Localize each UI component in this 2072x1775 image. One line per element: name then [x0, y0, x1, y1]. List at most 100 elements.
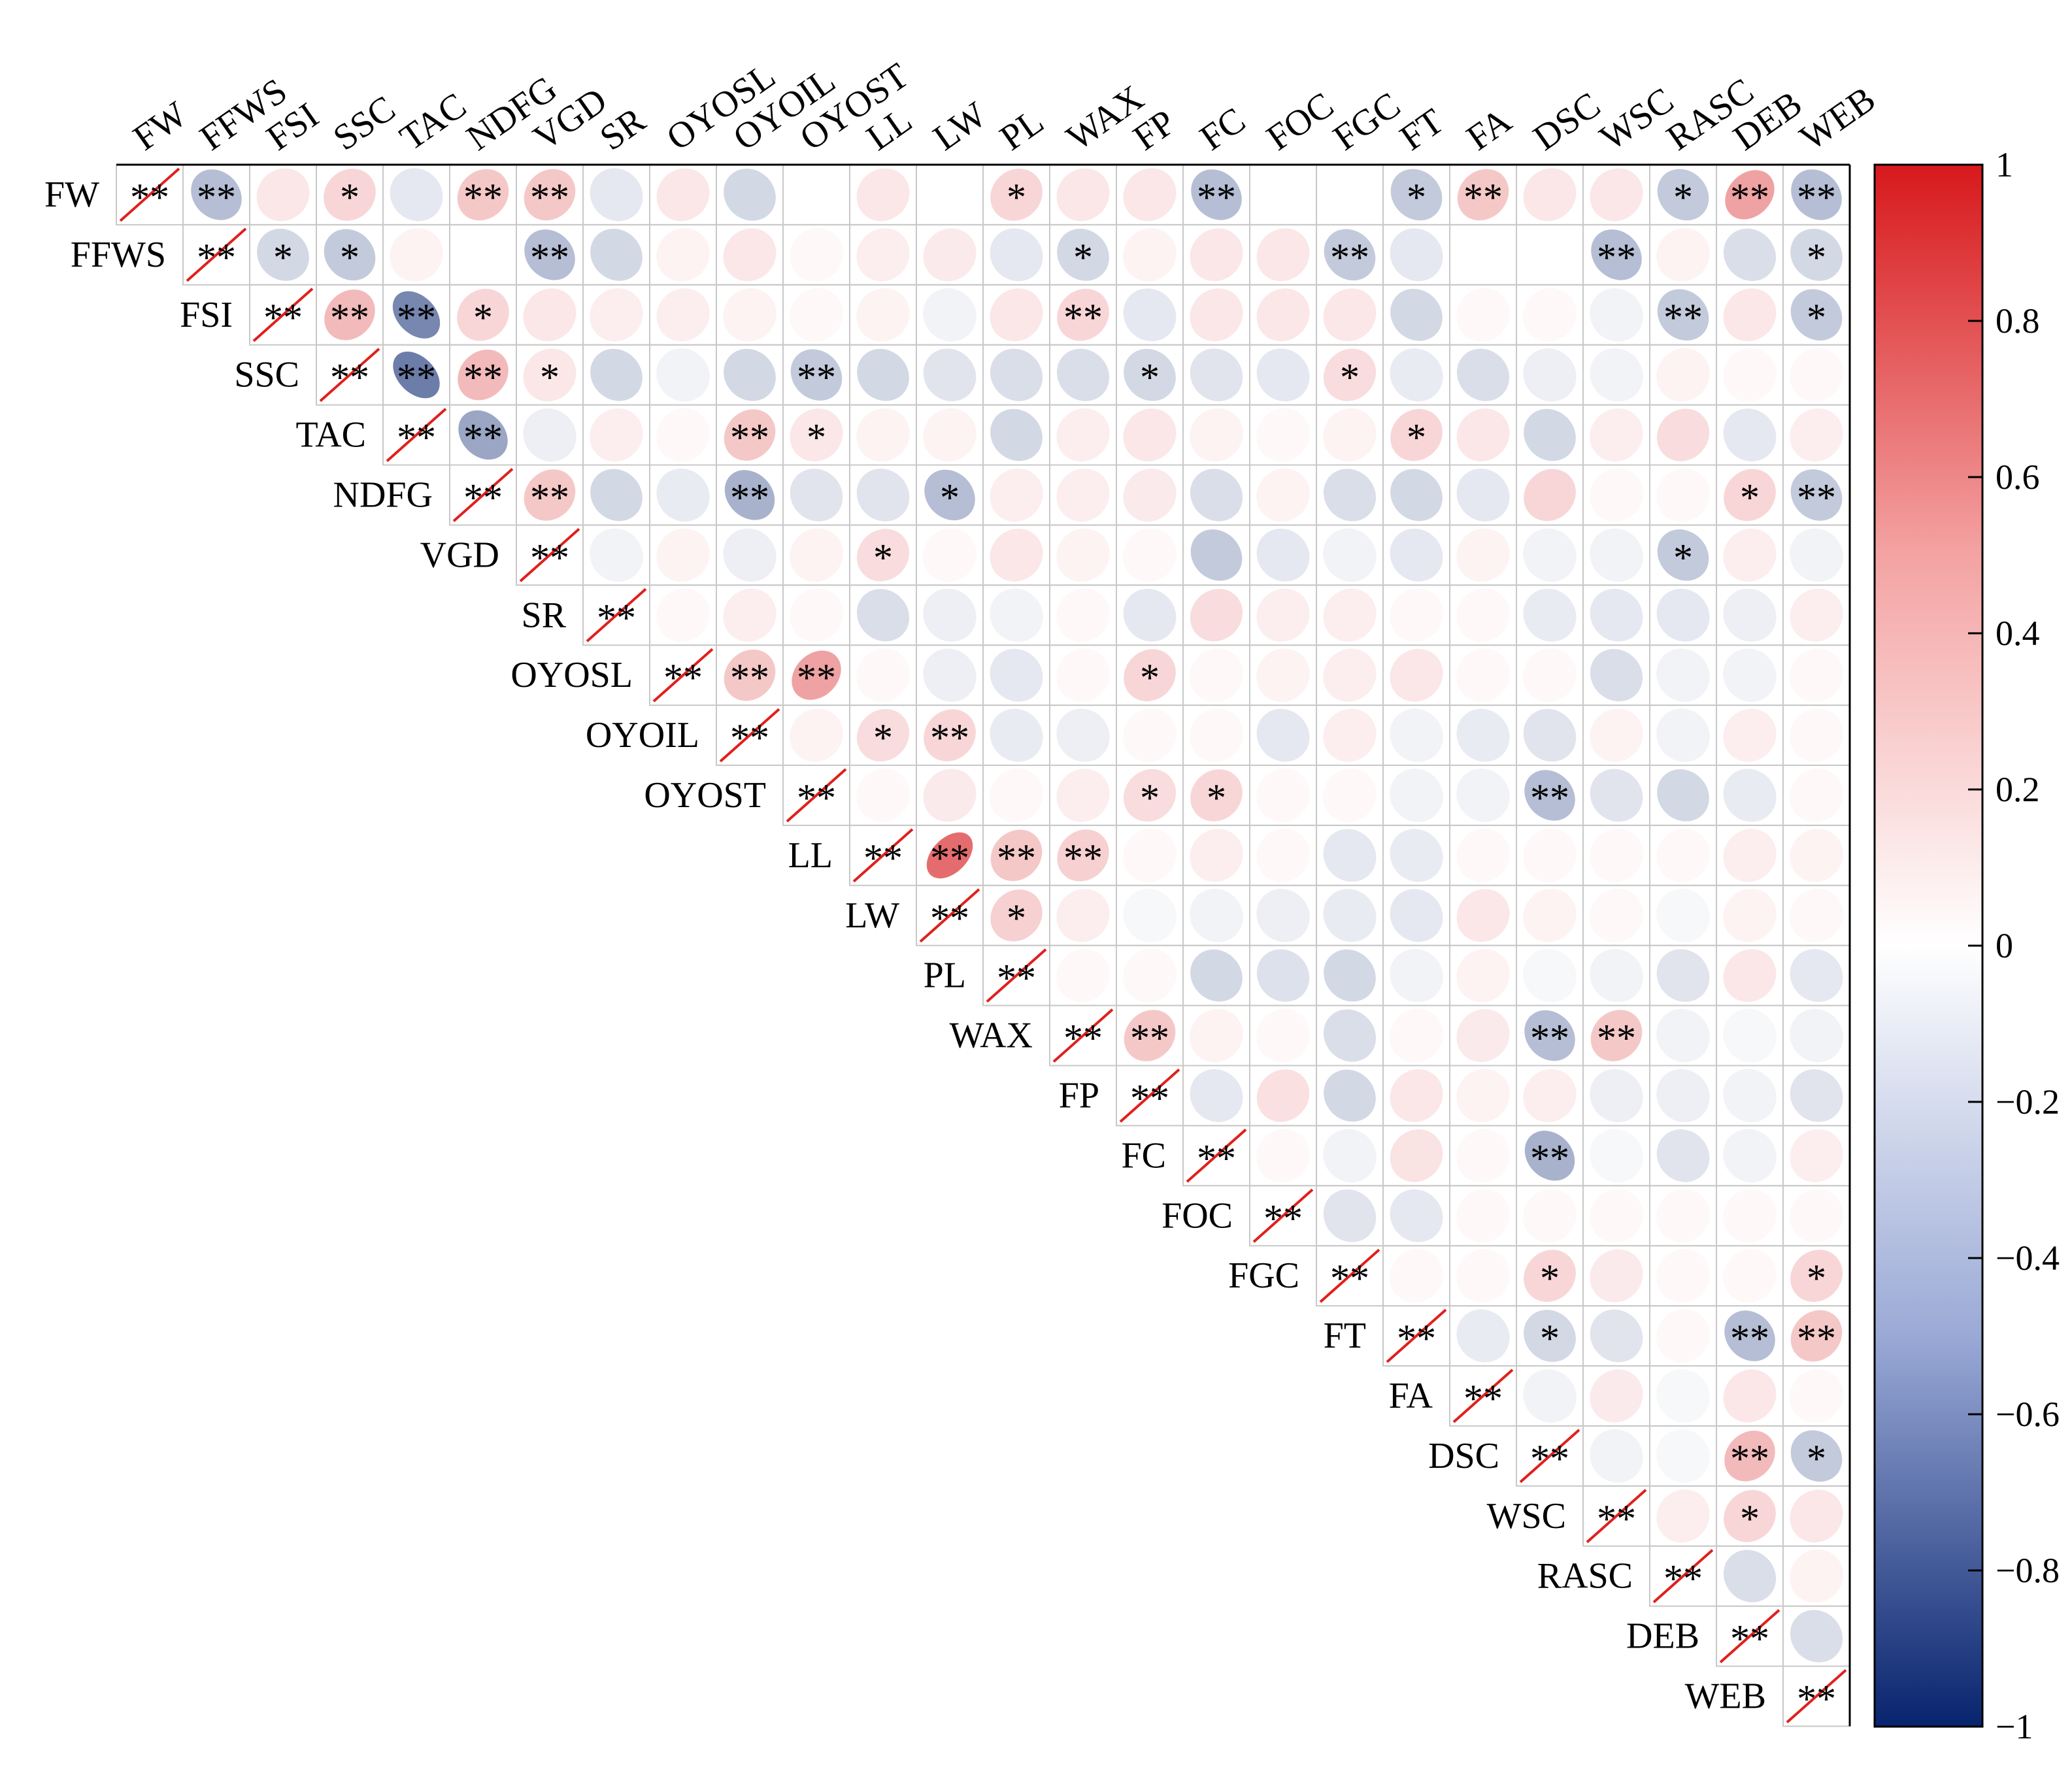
corr-ellipse-LL-WSC	[1590, 828, 1643, 882]
corr-ellipse-FSI-VGD	[523, 288, 576, 342]
corr-ellipse-LW-FP	[1123, 888, 1177, 942]
diagonal-slash	[586, 588, 647, 642]
significance-mark: **	[930, 716, 969, 759]
significance-mark: **	[463, 176, 503, 219]
corr-ellipse-FW-FFWS	[191, 169, 242, 220]
corr-ellipse-SR-FOC	[1256, 588, 1310, 642]
col-label-SSC: SSC	[326, 88, 403, 159]
corr-ellipse-FC-FOC	[1256, 1129, 1310, 1183]
corr-ellipse-FC-DSC	[1524, 1131, 1575, 1181]
diagonal-slash	[1386, 1308, 1447, 1363]
corr-ellipse-SR-LW	[923, 588, 977, 642]
row-label-FFWS: FFWS	[71, 235, 166, 275]
colorbar-tick-label: −1	[1996, 1707, 2033, 1746]
diagonal-significance: **	[330, 356, 369, 399]
corr-ellipse-LL-LW	[926, 832, 973, 879]
corr-ellipse-OYOST-FOC	[1256, 769, 1310, 822]
corr-ellipse-FFWS-WEB	[1790, 228, 1843, 281]
corr-ellipse-OYOIL-FA	[1456, 708, 1510, 762]
row-label-WAX: WAX	[949, 1016, 1033, 1056]
corr-ellipse-TAC-LL	[856, 408, 910, 462]
corr-ellipse-TAC-OYOST	[790, 408, 843, 461]
corr-ellipse-VGD-WAX	[1056, 528, 1110, 582]
row-label-FGC: FGC	[1228, 1255, 1299, 1296]
corr-ellipse-TAC-DEB	[1723, 408, 1777, 461]
corr-ellipse-SR-FP	[1123, 588, 1177, 642]
corr-ellipse-SR-OYOIL	[723, 588, 777, 642]
diagonal-significance: **	[130, 176, 169, 219]
corr-ellipse-FFWS-OYOSL	[656, 228, 710, 282]
corr-ellipse-FFWS-WAX	[1057, 228, 1109, 281]
corr-ellipse-FC-FT	[1390, 1129, 1443, 1182]
corr-ellipse-TAC-FGC	[1323, 408, 1377, 462]
corr-ellipse-LL-WAX	[1057, 829, 1109, 882]
corr-ellipse-WAX-FP	[1124, 1010, 1176, 1061]
corr-ellipse-FW-DEB	[1725, 170, 1775, 220]
corr-ellipse-OYOST-FP	[1123, 769, 1177, 822]
significance-mark: **	[1797, 176, 1836, 219]
corr-ellipse-FSI-FA	[1456, 288, 1510, 342]
corr-ellipse-NDFG-WEB	[1790, 469, 1843, 521]
corr-ellipse-OYOSL-FT	[1390, 648, 1443, 702]
corr-ellipse-PL-FT	[1390, 948, 1443, 1003]
diagonal-significance: **	[530, 536, 569, 579]
significance-mark: *	[473, 296, 493, 339]
corr-ellipse-VGD-OYOSL	[656, 528, 710, 582]
col-label-FA: FA	[1460, 100, 1519, 159]
row-label-OYOIL: OYOIL	[586, 715, 699, 755]
corr-ellipse-VGD-LW	[923, 528, 977, 582]
corr-ellipse-FA-RASC	[1656, 1369, 1710, 1423]
corr-ellipse-LL-FC	[1190, 829, 1243, 882]
corr-ellipse-SSC-FA	[1456, 348, 1510, 401]
significance-mark: *	[873, 716, 893, 759]
corr-ellipse-LW-WEB	[1790, 888, 1843, 942]
corr-ellipse-WSC-RASC	[1656, 1489, 1710, 1543]
corr-ellipse-SSC-LL	[857, 348, 909, 401]
corr-ellipse-NDFG-FP	[1123, 468, 1177, 522]
corr-ellipse-PL-FP	[1123, 948, 1177, 1003]
corr-ellipse-LW-WAX	[1056, 889, 1110, 942]
diagonal-significance: **	[263, 296, 303, 339]
corr-ellipse-FW-LW	[922, 167, 977, 222]
diagonal-slash	[519, 527, 580, 582]
corr-ellipse-FC-FA	[1456, 1129, 1510, 1183]
colorbar-gradient	[1873, 163, 1984, 1728]
colorbar-tick-label: 1	[1996, 145, 2013, 184]
corr-ellipse-PL-FC	[1190, 949, 1243, 1002]
significance-mark: **	[1530, 1017, 1569, 1060]
diagonal-significance: **	[730, 716, 769, 759]
corr-ellipse-NDFG-DEB	[1724, 469, 1776, 522]
corr-ellipse-TAC-WSC	[1590, 408, 1643, 462]
corr-ellipse-PL-FGC	[1324, 949, 1376, 1002]
corr-ellipse-FW-WAX	[1056, 168, 1110, 222]
col-label-FW: FW	[126, 94, 194, 159]
corr-ellipse-OYOIL-LW	[924, 709, 976, 761]
row-label-SSC: SSC	[234, 355, 299, 395]
corr-ellipse-LW-FC	[1190, 888, 1243, 942]
corr-ellipse-VGD-FGC	[1323, 528, 1377, 582]
diagonal-slash	[652, 648, 714, 703]
corr-ellipse-FW-FOC	[1256, 167, 1311, 222]
corr-ellipse-OYOST-FGC	[1323, 769, 1377, 822]
corr-ellipse-FT-DEB	[1724, 1310, 1775, 1361]
significance-mark: **	[463, 356, 503, 399]
diagonal-significance: **	[663, 656, 703, 699]
corr-ellipse-FT-DSC	[1524, 1310, 1576, 1362]
corr-ellipse-LL-FGC	[1323, 829, 1377, 882]
corr-ellipse-SSC-WSC	[1590, 348, 1643, 402]
col-label-LW: LW	[926, 94, 994, 158]
diagonal-slash	[186, 227, 247, 282]
significance-mark: *	[1007, 176, 1026, 219]
row-label-FW: FW	[44, 174, 99, 215]
corr-ellipse-SR-OYOSL	[656, 588, 710, 642]
corr-ellipse-FW-NDFG	[457, 169, 509, 221]
row-label-FOC: FOC	[1161, 1195, 1233, 1236]
corr-ellipse-FFWS-SR	[590, 228, 643, 281]
corr-ellipse-VGD-OYOST	[790, 528, 843, 582]
corr-ellipse-FFWS-LW	[923, 228, 977, 282]
corr-ellipse-NDFG-OYOSL	[656, 468, 710, 522]
corr-ellipse-NDFG-PL	[990, 468, 1043, 522]
corr-ellipse-OYOSL-LW	[923, 648, 977, 702]
significance-mark: **	[1663, 296, 1703, 339]
corr-ellipse-LW-DEB	[1723, 888, 1777, 942]
